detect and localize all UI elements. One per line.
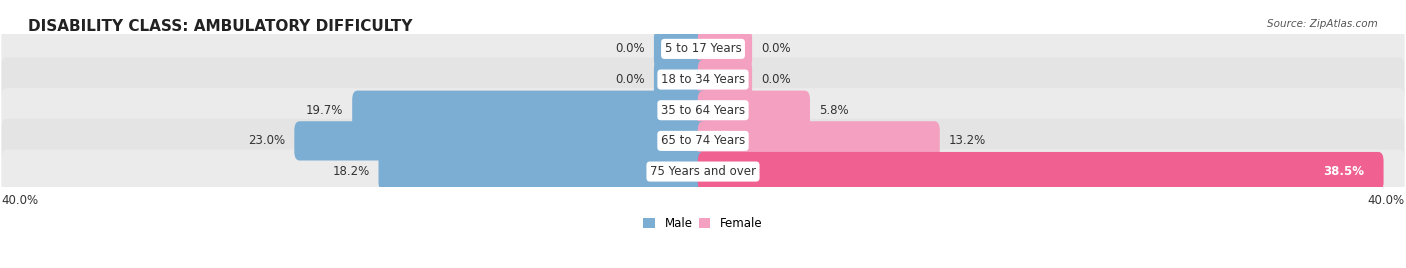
FancyBboxPatch shape [697,121,939,161]
Text: 0.0%: 0.0% [761,73,790,86]
Text: DISABILITY CLASS: AMBULATORY DIFFICULTY: DISABILITY CLASS: AMBULATORY DIFFICULTY [28,19,412,34]
Text: 40.0%: 40.0% [1,194,38,207]
Text: 0.0%: 0.0% [761,42,790,55]
Text: 18 to 34 Years: 18 to 34 Years [661,73,745,86]
FancyBboxPatch shape [697,91,810,130]
Text: Source: ZipAtlas.com: Source: ZipAtlas.com [1267,19,1378,29]
Text: 0.0%: 0.0% [616,73,645,86]
FancyBboxPatch shape [697,29,752,69]
Text: 19.7%: 19.7% [307,104,343,117]
FancyBboxPatch shape [1,150,1405,194]
Text: 18.2%: 18.2% [332,165,370,178]
FancyBboxPatch shape [697,60,752,99]
FancyBboxPatch shape [1,57,1405,102]
FancyBboxPatch shape [352,91,709,130]
FancyBboxPatch shape [378,152,709,191]
Text: 13.2%: 13.2% [949,134,986,147]
FancyBboxPatch shape [294,121,709,161]
FancyBboxPatch shape [1,88,1405,132]
Text: 5 to 17 Years: 5 to 17 Years [665,42,741,55]
Text: 35 to 64 Years: 35 to 64 Years [661,104,745,117]
Text: 65 to 74 Years: 65 to 74 Years [661,134,745,147]
Text: 23.0%: 23.0% [249,134,285,147]
Text: 0.0%: 0.0% [616,42,645,55]
Text: 38.5%: 38.5% [1323,165,1364,178]
FancyBboxPatch shape [654,60,709,99]
FancyBboxPatch shape [1,27,1405,71]
FancyBboxPatch shape [1,119,1405,163]
Legend: Male, Female: Male, Female [638,212,768,235]
Text: 40.0%: 40.0% [1368,194,1405,207]
FancyBboxPatch shape [654,29,709,69]
FancyBboxPatch shape [697,152,1384,191]
Text: 75 Years and over: 75 Years and over [650,165,756,178]
Text: 5.8%: 5.8% [818,104,848,117]
